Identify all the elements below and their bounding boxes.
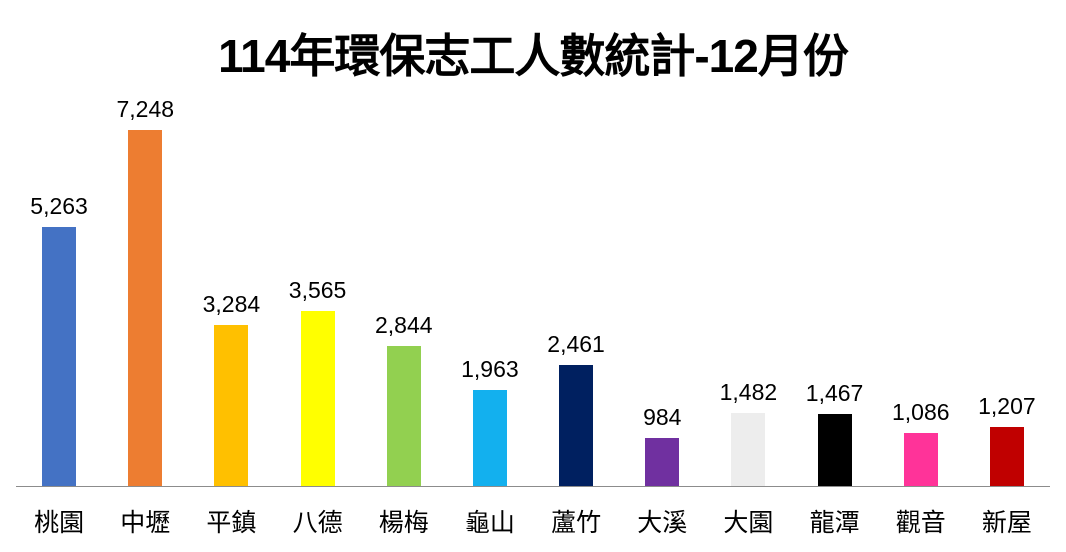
bar xyxy=(300,310,335,486)
bar xyxy=(731,413,766,486)
category-label: 楊梅 xyxy=(378,508,429,537)
bar xyxy=(989,426,1024,486)
data-label: 3,565 xyxy=(288,276,347,303)
data-label: 5,263 xyxy=(30,193,88,220)
category-label: 龜山 xyxy=(464,508,515,537)
data-label: 984 xyxy=(643,403,682,430)
category-label: 觀音 xyxy=(895,508,946,537)
bar xyxy=(903,432,938,486)
category-label: 中壢 xyxy=(120,508,171,537)
category-label: 桃園 xyxy=(34,508,85,537)
data-label: 2,461 xyxy=(547,331,605,358)
category-label: 新屋 xyxy=(981,508,1032,537)
x-axis-line xyxy=(16,486,1050,487)
data-label: 1,963 xyxy=(461,355,519,382)
bar xyxy=(817,413,852,486)
data-label: 7,248 xyxy=(116,96,175,122)
data-label: 1,482 xyxy=(719,379,778,406)
chart-title: 114年環保志工人數統計-12月份 xyxy=(218,30,849,82)
data-label: 3,284 xyxy=(202,290,261,317)
category-label: 蘆竹 xyxy=(551,508,602,537)
category-label: 平鎮 xyxy=(206,508,257,537)
bar xyxy=(214,324,249,486)
data-label: 2,844 xyxy=(374,312,433,339)
bar xyxy=(645,437,680,486)
category-label: 龍潭 xyxy=(809,508,860,537)
bar xyxy=(559,365,594,486)
category-label: 大溪 xyxy=(637,508,688,537)
data-label: 1,467 xyxy=(805,379,864,406)
category-label: 大園 xyxy=(723,508,774,537)
bar xyxy=(42,227,77,486)
category-label: 八德 xyxy=(292,508,343,537)
bar xyxy=(128,130,163,486)
data-label: 1,207 xyxy=(978,392,1036,419)
bar xyxy=(472,389,507,486)
data-label: 1,086 xyxy=(891,398,950,425)
bar xyxy=(386,346,421,486)
